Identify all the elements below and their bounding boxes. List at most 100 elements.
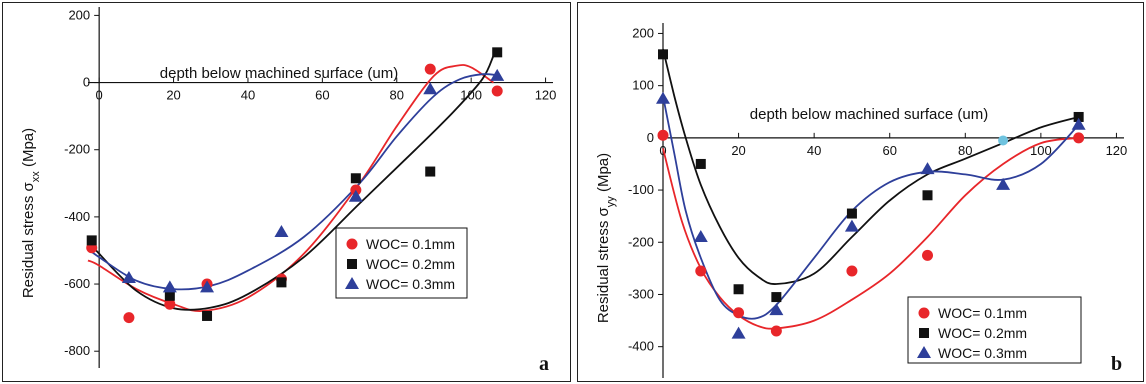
data-point-square-4 xyxy=(350,173,361,184)
chart-b-y-tick-label: 100 xyxy=(632,78,654,93)
data-point-triangle-5 xyxy=(423,82,438,95)
chart-b-series-3 xyxy=(656,91,1086,339)
chart-b-legend-label-1: WOC= 0.1mm xyxy=(938,305,1027,321)
data-point-triangle-3 xyxy=(274,224,289,237)
data-point-triangle-5 xyxy=(920,162,935,175)
chart-a-y-tick-label: -800 xyxy=(64,343,90,358)
data-point-circle-6 xyxy=(1073,132,1085,144)
data-point-square-legend-1 xyxy=(919,328,929,338)
chart-b-y-tick-label: -400 xyxy=(628,339,654,354)
data-point-triangle-1 xyxy=(693,230,708,243)
data-point-square-6 xyxy=(492,47,503,58)
data-point-triangle-6 xyxy=(490,68,505,81)
chart-b-y-tick-label: -100 xyxy=(628,182,654,197)
chart-a-legend-label-2: WOC= 0.2mm xyxy=(366,256,455,272)
data-point-triangle-4 xyxy=(348,189,363,202)
chart-a-x-tick-label: 20 xyxy=(166,88,180,103)
chart-b-series-1 xyxy=(657,129,1085,337)
data-point-circle-legend-0 xyxy=(918,307,930,319)
chart-a-x-tick-label: 60 xyxy=(315,88,329,103)
chart-b-x-tick-label: 120 xyxy=(1106,143,1128,158)
chart-a-fit-curve-3 xyxy=(87,73,498,291)
data-point-triangle-1 xyxy=(162,280,177,293)
chart-b-y-tick-label: 200 xyxy=(632,25,654,40)
data-point-triangle-3 xyxy=(769,303,784,316)
chart-b-y-tick-label: -200 xyxy=(628,234,654,249)
chart-b-x-tick-label: 60 xyxy=(882,143,896,158)
chart-a-y-tick-label: -600 xyxy=(64,276,90,291)
chart-a-x-tick-label: 40 xyxy=(241,88,255,103)
data-point-triangle-0 xyxy=(121,271,136,284)
chart-b-legend-box xyxy=(907,296,1082,364)
data-point-circle-0 xyxy=(657,129,669,141)
chart-b-legend: WOC= 0.1mm WOC= 0.2mm WOC= 0.3mm xyxy=(907,296,1082,364)
chart-a-x-axis-label: depth below machined surface (um) xyxy=(160,65,398,82)
chart-panel-b: -400 -300 -200 -100 0 100 200 0 20 40 60 80 100 120 de… xyxy=(577,2,1144,382)
chart-b-y-axis-label: Residual stress σyy (Mpa) xyxy=(595,153,617,323)
chart-a-legend-box xyxy=(335,227,468,299)
chart-b-y-tick-label: -300 xyxy=(628,286,654,301)
data-point-circle-2 xyxy=(164,298,176,310)
data-point-square-1 xyxy=(164,290,175,301)
data-point-square-3 xyxy=(276,277,287,288)
data-point-square-1 xyxy=(695,158,706,169)
chart-a-series-3 xyxy=(121,68,505,293)
data-point-triangle-legend-2 xyxy=(917,346,931,358)
chart-b-fit-curve-2 xyxy=(662,48,1079,285)
chart-panel-a: -800 -600 -400 -200 0 200 0 20 40 60 80 100 120 depth… xyxy=(2,2,571,382)
data-point-circle-5 xyxy=(922,249,934,261)
data-point-triangle-7 xyxy=(1071,117,1086,130)
data-point-square-3 xyxy=(771,292,782,303)
chart-b-legend-label-3: WOC= 0.3mm xyxy=(938,345,1027,361)
data-point-circle-2 xyxy=(733,307,745,319)
chart-b-extra-point-0 xyxy=(998,135,1009,146)
chart-a-panel-label: a xyxy=(539,353,549,375)
data-point-square-0 xyxy=(86,235,97,246)
data-point-circle-7 xyxy=(491,85,503,97)
chart-a-fit-curve-1 xyxy=(87,64,495,312)
data-point-square-legend-1 xyxy=(347,259,357,269)
chart-a-y-tick-label: 0 xyxy=(83,75,90,90)
chart-b-series-2 xyxy=(658,49,1084,303)
chart-a-y-tick-label: 200 xyxy=(68,7,90,22)
chart-a-x-tick-label: 80 xyxy=(390,88,404,103)
data-point-triangle-legend-2 xyxy=(345,277,359,289)
chart-a-y-tick-label: -400 xyxy=(64,209,90,224)
chart-b-y-tick-label: 0 xyxy=(647,130,654,145)
chart-b-x-tick-label: 20 xyxy=(731,143,745,158)
data-point-square-0 xyxy=(658,49,668,60)
data-point-circle-legend-0 xyxy=(346,238,358,250)
data-point-square-2 xyxy=(202,310,213,321)
data-point-circle-1 xyxy=(123,312,135,324)
data-point-circle-6 xyxy=(424,63,436,75)
data-point-triangle-2 xyxy=(731,326,746,339)
chart-a-y-axis-label: Residual stress σxx (Mpa) xyxy=(20,128,42,298)
data-point-square-4 xyxy=(846,208,857,219)
data-point-triangle-0 xyxy=(656,91,670,104)
data-point-circle-3 xyxy=(770,325,782,337)
chart-a-x-tick-label: 120 xyxy=(535,88,557,103)
data-point-square-6 xyxy=(1073,111,1084,122)
chart-b-x-tick-label: 100 xyxy=(1030,143,1052,158)
data-point-square-2 xyxy=(733,284,744,295)
data-point-square-5 xyxy=(425,166,436,177)
chart-a-legend-label-3: WOC= 0.3mm xyxy=(366,276,455,292)
chart-b-panel-label: b xyxy=(1111,353,1122,375)
data-point-circle-1 xyxy=(695,265,707,277)
data-point-triangle-6 xyxy=(996,177,1011,190)
data-point-circle-4 xyxy=(846,265,858,277)
chart-b-x-tick-label: 40 xyxy=(807,143,821,158)
chart-a-legend: WOC= 0.1mm WOC= 0.2mm WOC= 0.3mm xyxy=(335,227,468,299)
chart-b-x-tick-label: 80 xyxy=(958,143,972,158)
chart-a-y-tick-label: -200 xyxy=(64,142,90,157)
data-point-triangle-2 xyxy=(200,280,215,293)
chart-b-x-axis-label: depth below machined surface (um) xyxy=(750,106,988,123)
data-point-triangle-4 xyxy=(844,219,859,232)
chart-a-series-2 xyxy=(86,47,503,321)
chart-b-legend-label-2: WOC= 0.2mm xyxy=(938,325,1027,341)
chart-b-fit-curve-3 xyxy=(662,95,1080,320)
chart-a-legend-label-1: WOC= 0.1mm xyxy=(366,236,455,252)
data-point-square-5 xyxy=(922,190,933,201)
